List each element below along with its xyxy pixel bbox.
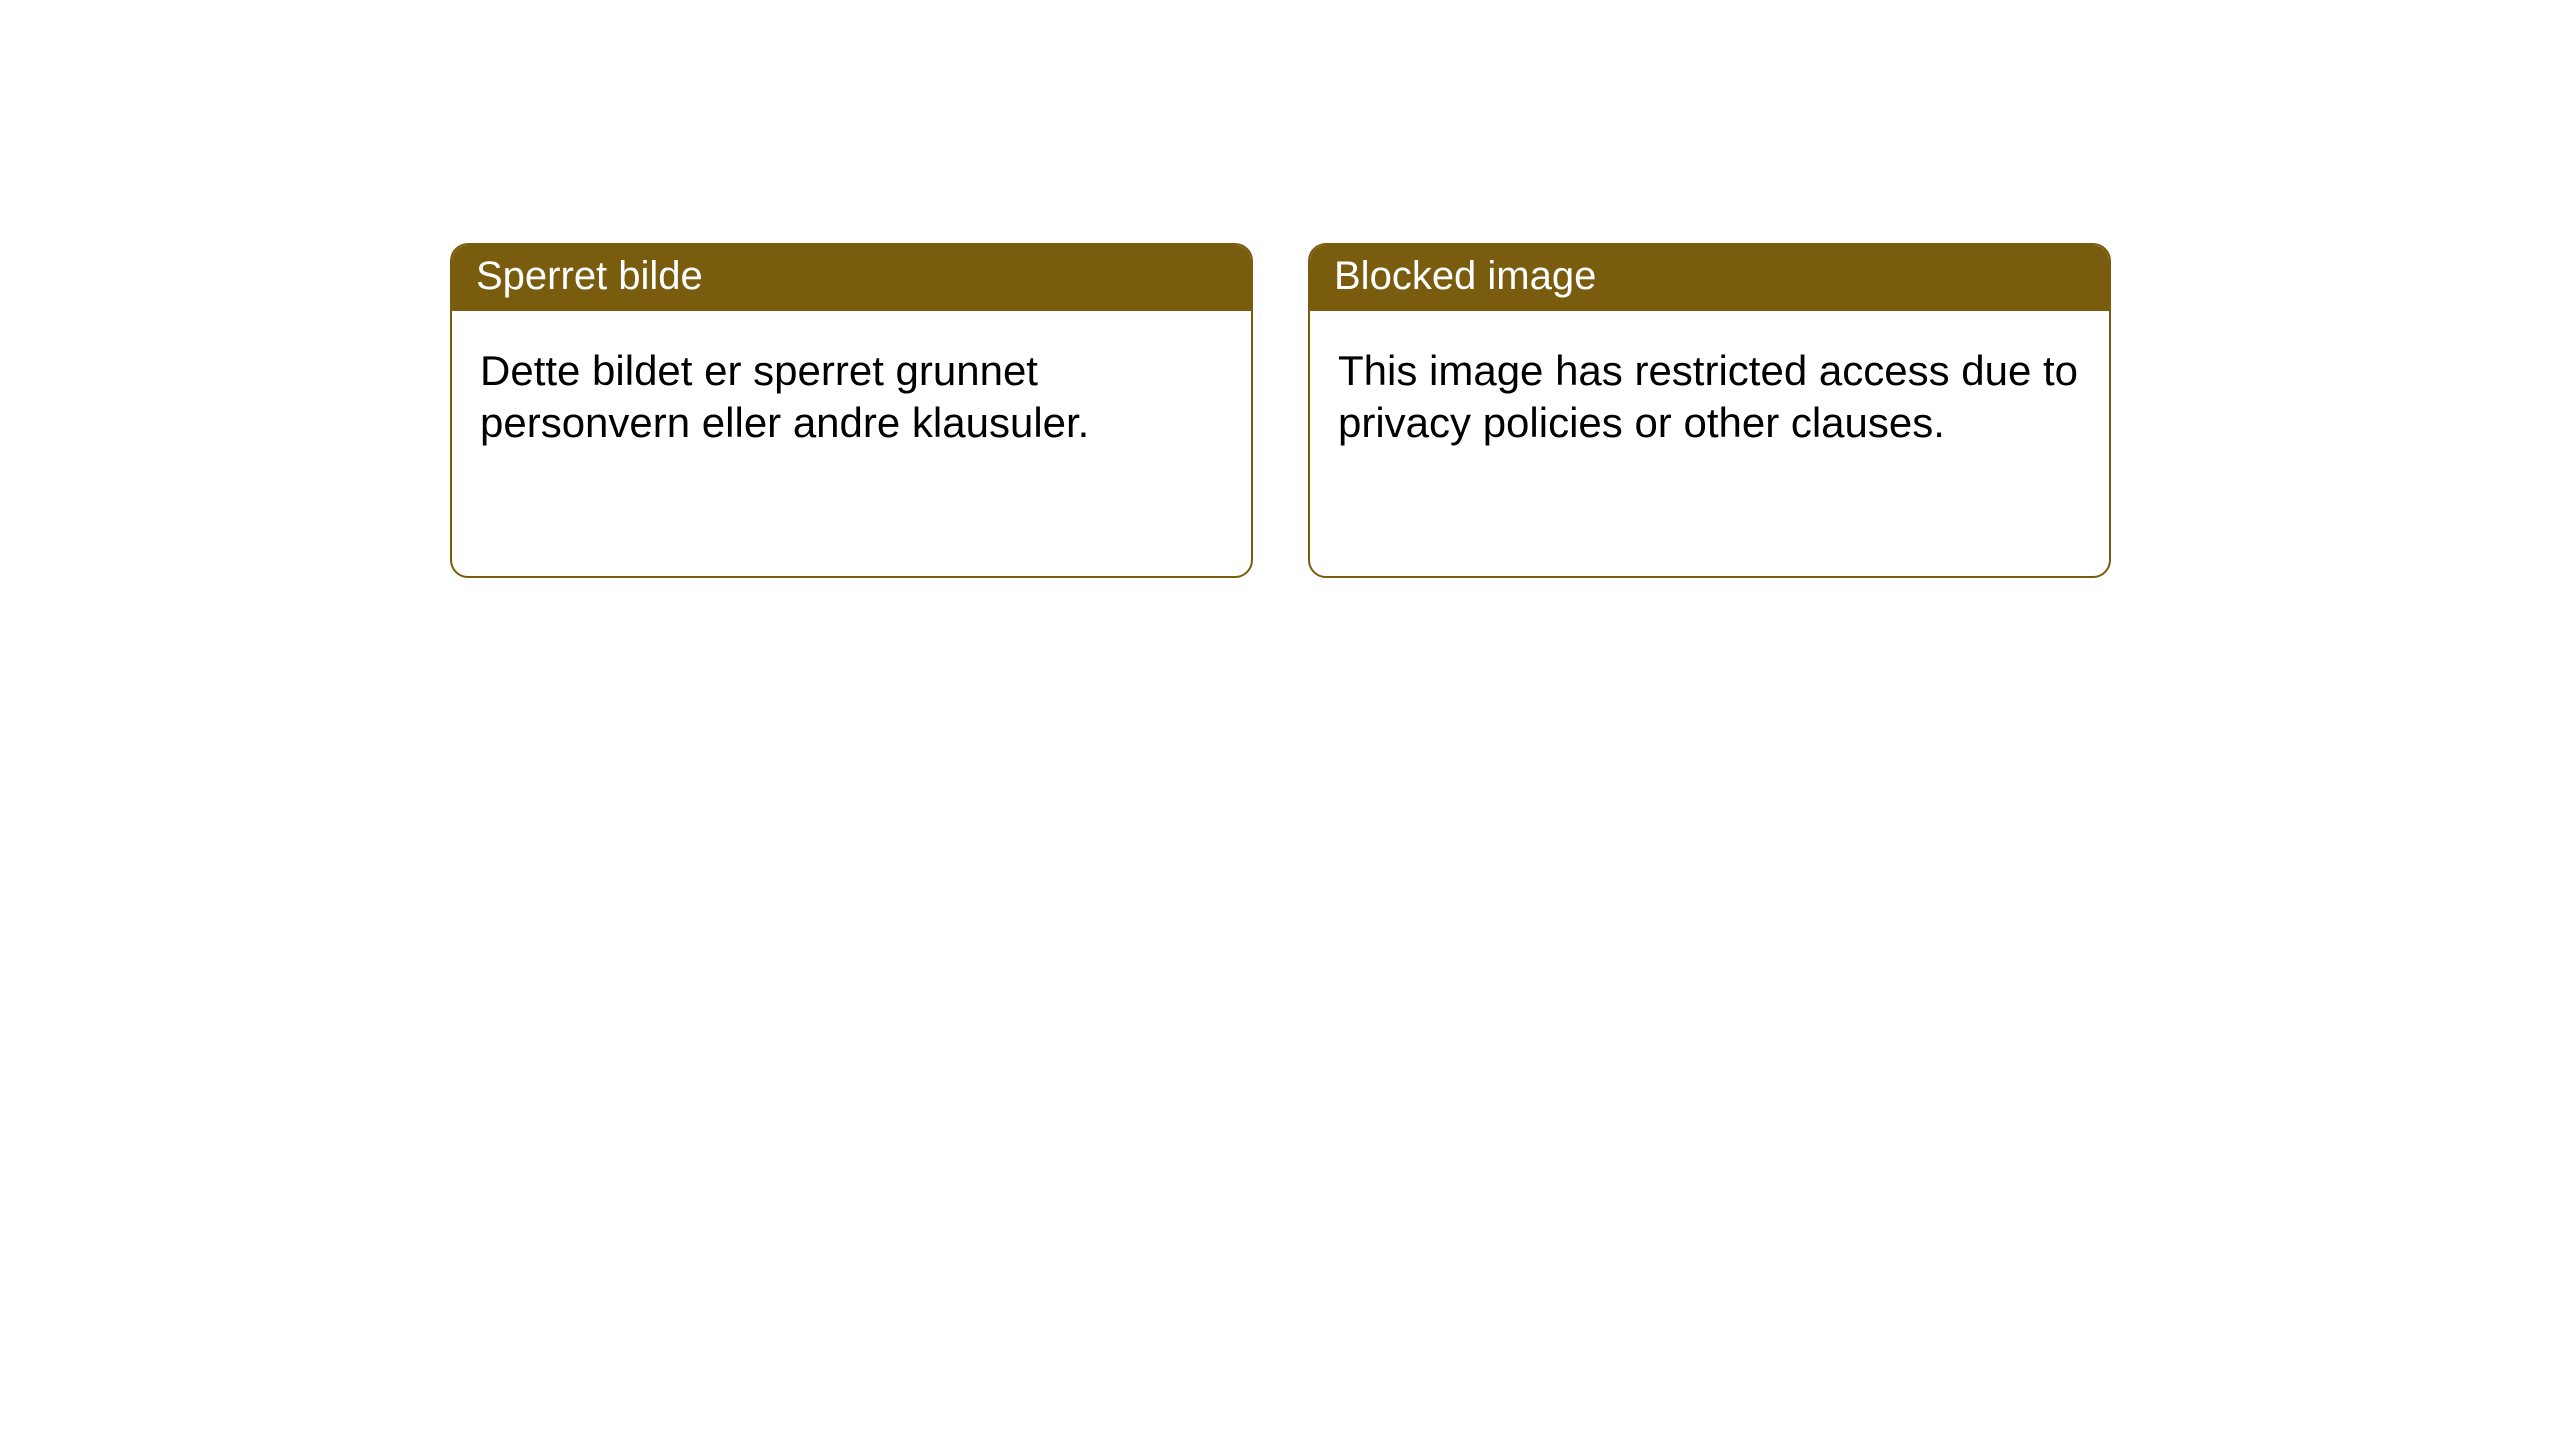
notice-card-english: Blocked image This image has restricted … [1308,243,2111,578]
notice-card-title: Sperret bilde [452,245,1251,311]
notice-card-body: Dette bildet er sperret grunnet personve… [452,311,1251,482]
notice-card-title: Blocked image [1310,245,2109,311]
notice-card-norwegian: Sperret bilde Dette bildet er sperret gr… [450,243,1253,578]
notice-cards-container: Sperret bilde Dette bildet er sperret gr… [450,243,2111,578]
notice-card-body: This image has restricted access due to … [1310,311,2109,482]
